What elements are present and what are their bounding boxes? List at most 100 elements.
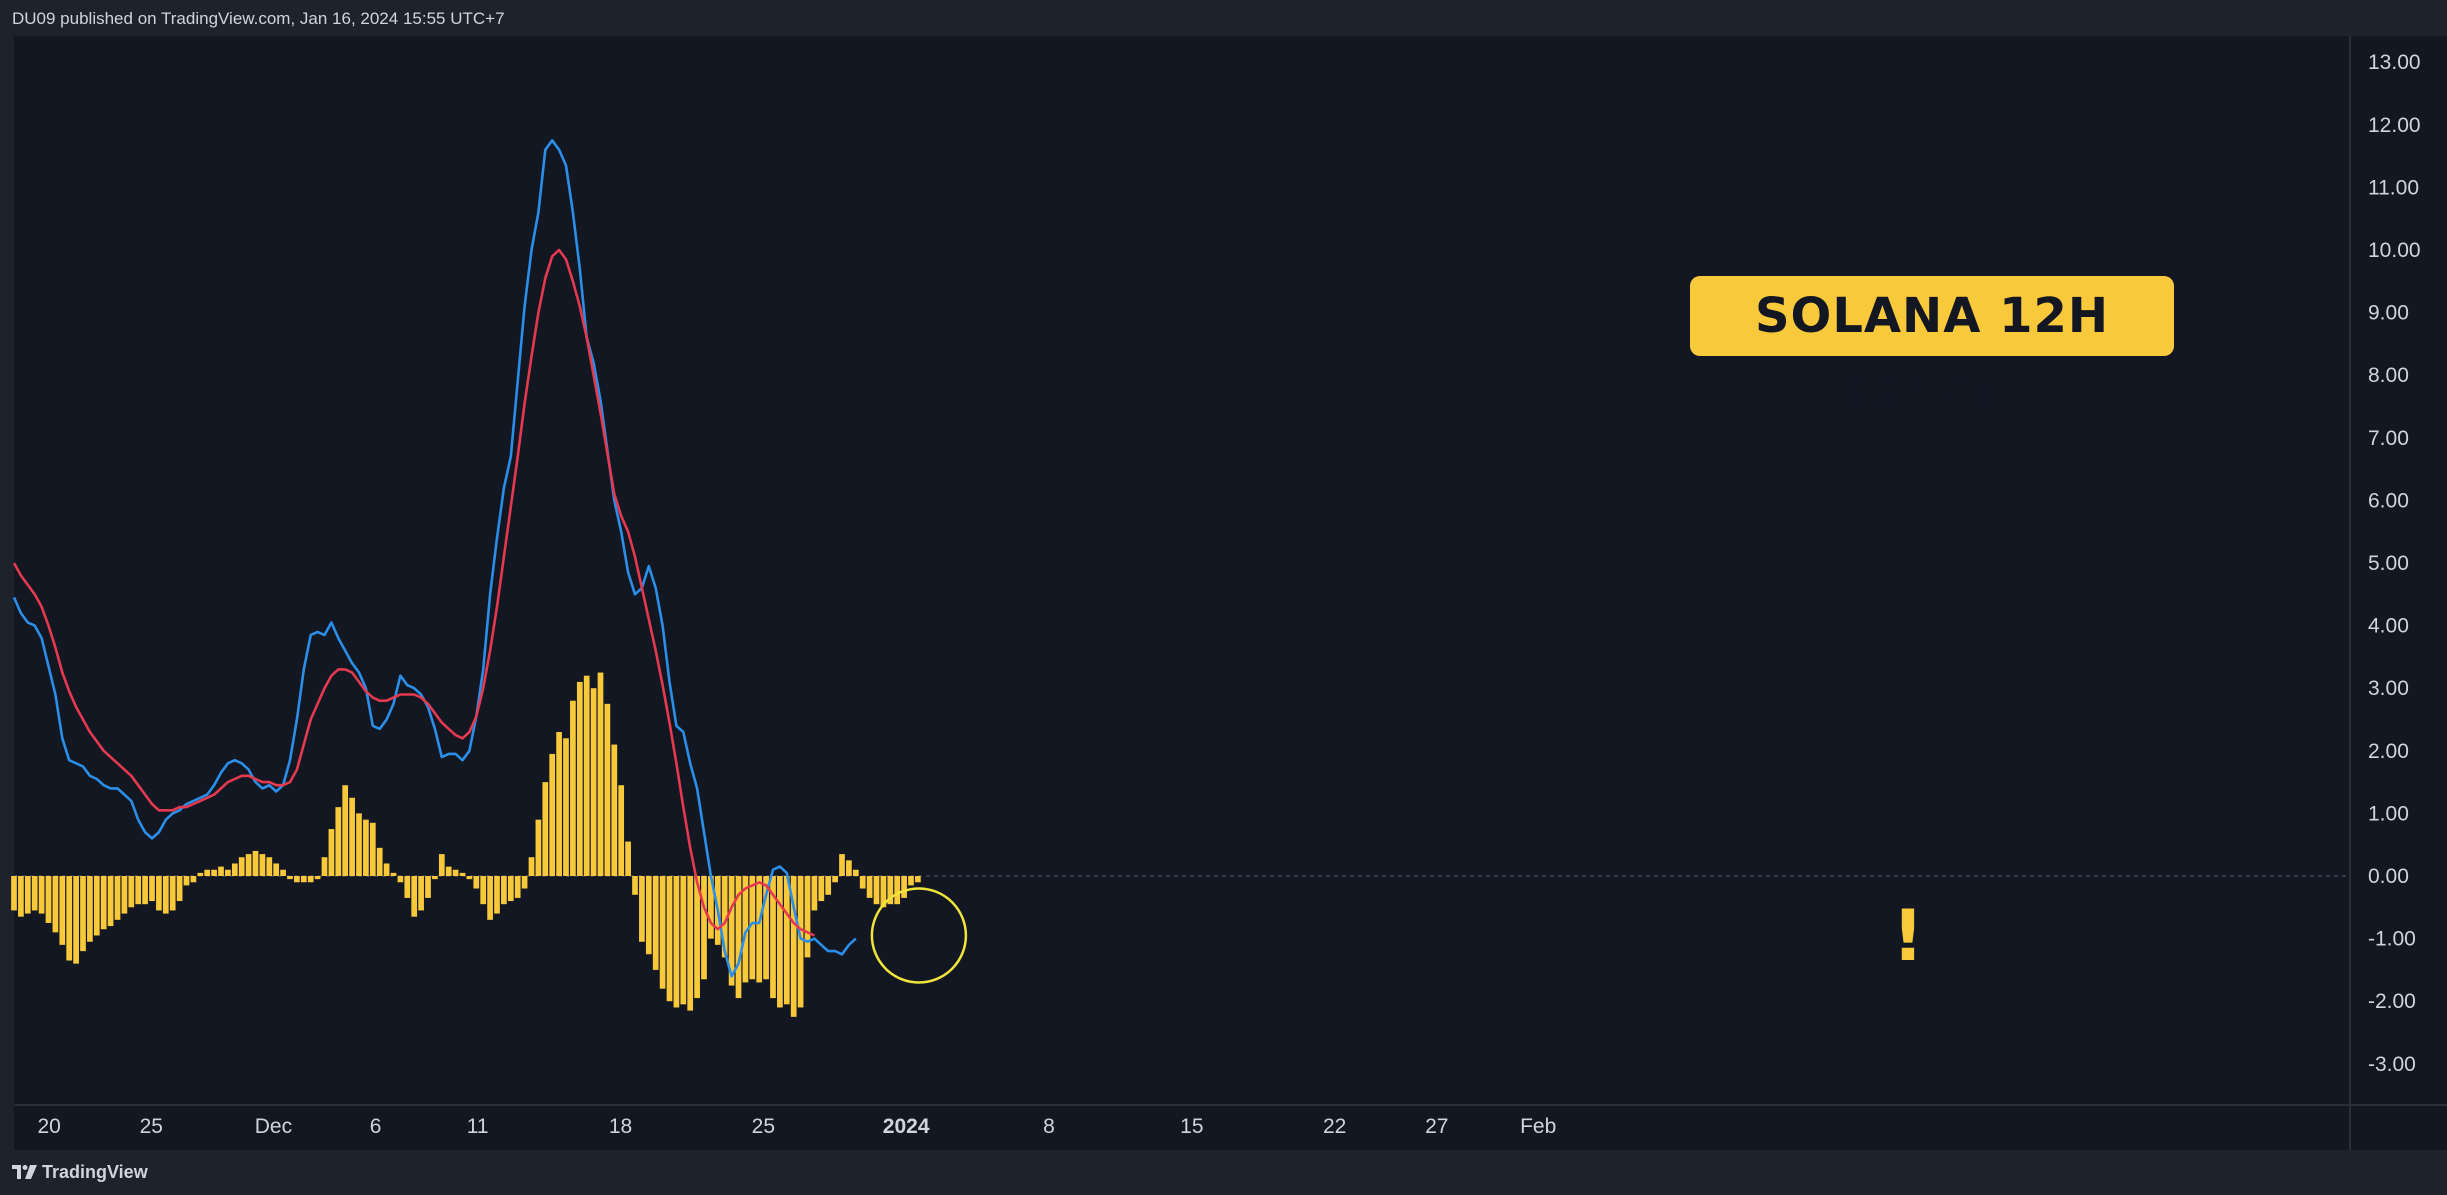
y-tick-label: 1.00	[2368, 802, 2409, 825]
y-tick-label: 2.00	[2368, 740, 2409, 763]
histogram-bar	[18, 876, 24, 917]
histogram-bar	[507, 876, 514, 902]
tradingview-logo-icon	[12, 1165, 37, 1179]
histogram-bar	[480, 876, 487, 905]
x-tick-label: Dec	[255, 1115, 292, 1138]
histogram-bar	[73, 876, 79, 964]
histogram-bar	[887, 876, 894, 905]
histogram-bar	[873, 876, 880, 905]
tradingview-logo-text: TradingView	[42, 1162, 148, 1182]
y-tick-label: 12.00	[2368, 114, 2421, 137]
histogram-bar	[190, 876, 197, 883]
histogram-bar	[390, 872, 397, 876]
histogram-bar	[494, 876, 500, 914]
histogram-bar	[894, 876, 901, 905]
histogram-bar	[445, 866, 452, 876]
histogram-bar	[397, 876, 404, 883]
histogram-bar	[701, 876, 707, 980]
histogram-bar	[80, 876, 86, 952]
histogram-bar	[128, 876, 135, 908]
histogram-bar	[735, 876, 742, 999]
histogram-bar	[335, 807, 342, 876]
y-tick-label: 3.00	[2368, 677, 2409, 700]
histogram-bar	[859, 876, 866, 889]
histogram-bar	[846, 860, 852, 876]
histogram-bar	[356, 813, 362, 876]
histogram-bar	[142, 876, 148, 905]
x-tick-label: 18	[609, 1115, 632, 1138]
exclamation-mark: !	[1892, 895, 1924, 977]
histogram-bar	[542, 782, 549, 876]
x-tick-label: 20	[38, 1115, 61, 1138]
x-tick-label: 25	[140, 1115, 163, 1138]
histogram-bar	[563, 738, 569, 876]
histogram-bar	[804, 876, 811, 958]
x-tick-label: 11	[467, 1115, 489, 1138]
y-tick-label: -3.00	[2368, 1053, 2416, 1076]
histogram-bar	[383, 863, 390, 876]
chart-pane[interactable]	[14, 36, 2447, 1150]
histogram-bar	[100, 876, 107, 930]
histogram-bar	[618, 785, 625, 876]
histogram-bar	[156, 876, 162, 911]
tradingview-footer[interactable]: TradingView	[12, 1157, 148, 1187]
histogram-bar	[749, 876, 756, 980]
histogram-bar	[418, 876, 424, 911]
y-tick-label: 7.00	[2368, 427, 2409, 450]
histogram-bar	[694, 876, 700, 999]
y-tick-label: 9.00	[2368, 302, 2409, 325]
y-tick-label: 0.00	[2368, 865, 2409, 888]
histogram-bar	[294, 876, 300, 883]
y-tick-label: -1.00	[2368, 928, 2416, 951]
histogram-bar	[314, 876, 321, 880]
signal-line	[12, 248, 815, 937]
histogram-bar	[135, 876, 142, 905]
histogram-bar	[238, 857, 245, 876]
histogram-bar	[818, 876, 825, 902]
histogram-bar	[31, 876, 38, 911]
histogram-bar	[901, 876, 907, 898]
histogram-bar	[245, 854, 252, 876]
histogram-bar	[521, 876, 528, 889]
histogram-bar	[404, 876, 411, 898]
histogram-bar	[273, 863, 280, 876]
histogram-bar	[673, 876, 680, 1008]
histogram-bar	[162, 876, 169, 914]
histogram-bar	[549, 753, 556, 876]
histogram-bar	[535, 819, 542, 876]
histogram-bar	[225, 869, 231, 876]
histogram-bar	[866, 876, 873, 898]
x-tick-label: Feb	[1520, 1115, 1556, 1138]
histogram-bar	[728, 876, 735, 986]
histogram-bar	[321, 857, 328, 876]
histogram-bar	[763, 876, 769, 980]
histogram-bar	[721, 876, 728, 958]
y-tick-label: -2.00	[2368, 990, 2416, 1013]
histogram-bar	[528, 857, 535, 876]
histogram-bar	[590, 688, 597, 876]
y-tick-label: 5.00	[2368, 552, 2409, 575]
histogram-bar	[777, 876, 783, 1008]
x-tick-label: 22	[1323, 1115, 1346, 1138]
histogram-bar	[349, 797, 355, 876]
histogram-bar	[625, 841, 631, 876]
publish-info: DU09 published on TradingView.com, Jan 1…	[12, 9, 505, 28]
histogram-bar	[363, 819, 369, 876]
histogram-bar	[839, 854, 845, 876]
histogram-bar	[832, 876, 838, 883]
histogram-bar	[452, 869, 459, 876]
histogram-bar	[459, 872, 466, 876]
histogram-bar	[852, 869, 859, 876]
x-tick-label: 2024	[883, 1115, 930, 1138]
y-tick-label: 8.00	[2368, 364, 2409, 387]
x-tick-label: 8	[1043, 1115, 1055, 1138]
histogram-bar	[411, 876, 418, 917]
histogram-bar	[604, 703, 611, 876]
histogram-bar	[645, 876, 652, 955]
histogram-bar	[197, 872, 204, 876]
histogram-bar	[576, 681, 583, 876]
histogram-bar	[501, 876, 507, 905]
histogram-bar	[652, 876, 659, 970]
histogram-bar	[756, 876, 763, 983]
